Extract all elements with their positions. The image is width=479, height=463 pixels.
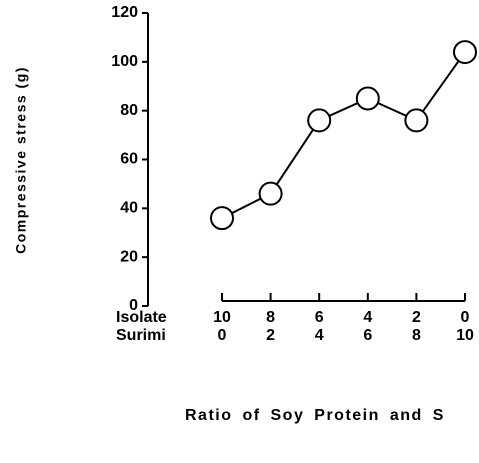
- point: [258, 181, 283, 206]
- x-tick-label: 6: [315, 309, 324, 326]
- x-tick-label: 10: [456, 327, 474, 344]
- x-tick-label: 0: [461, 309, 470, 326]
- line: [221, 51, 466, 219]
- x-tick-label: 10: [213, 309, 231, 326]
- x-tick-label: 8: [412, 327, 421, 344]
- y-tick-label: 100: [111, 53, 138, 70]
- row-label: Isolate: [116, 309, 167, 326]
- point: [210, 206, 234, 231]
- y-axis-label: Compressive stress (g): [13, 66, 29, 254]
- x-tick-label: 6: [363, 327, 372, 344]
- x-axis-label: Ratio of Soy Protein and S: [185, 407, 445, 424]
- x-tick-label: 4: [363, 309, 372, 326]
- x-tick-label: 0: [218, 327, 227, 344]
- y-tick-label: 40: [120, 200, 138, 217]
- y-tick-label: 120: [111, 4, 138, 21]
- y-tick-label: 60: [120, 151, 138, 168]
- point: [404, 108, 429, 133]
- x-tick-label: 2: [266, 327, 275, 344]
- x-tick-label: 8: [266, 309, 275, 326]
- y-tick-label: 80: [120, 102, 138, 119]
- y-tick-label: 20: [120, 248, 138, 265]
- point: [453, 40, 477, 65]
- x-tick-label: 2: [412, 309, 421, 326]
- row-label: Surimi: [116, 327, 166, 344]
- point: [355, 86, 380, 111]
- x-tick-label: 4: [315, 327, 324, 344]
- y-tick-label: 0: [129, 297, 138, 314]
- point: [307, 108, 332, 133]
